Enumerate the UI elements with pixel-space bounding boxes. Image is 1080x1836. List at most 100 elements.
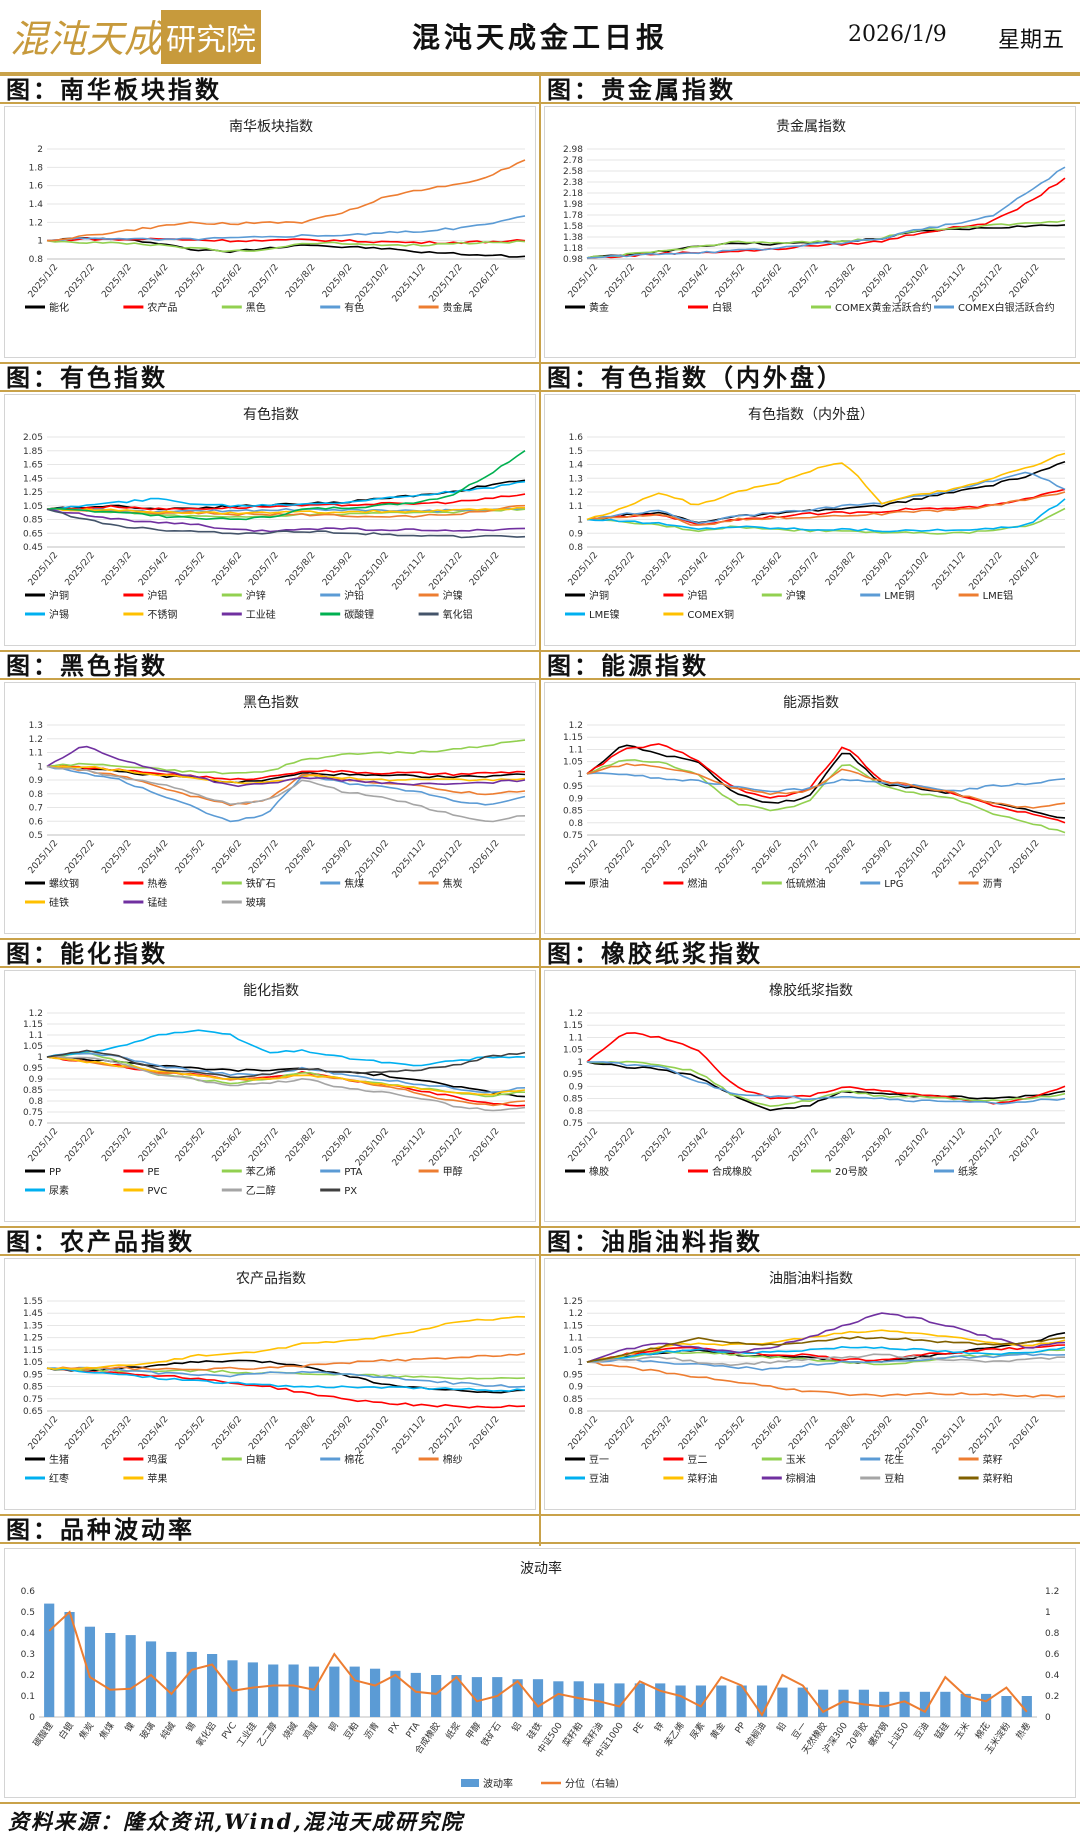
line-chart: 能源指数 0.75 0.8 0.85 0.9 0.95 1 1.05 1.1 1.15 1.2 202… xyxy=(563,695,1066,890)
legend-label: PP xyxy=(49,1167,61,1178)
y-tick-label: 0.5 xyxy=(21,1608,35,1618)
x-tick-label: 2025/4/2 xyxy=(677,263,711,300)
series-line xyxy=(46,765,526,823)
y-tick-label: 1.45 xyxy=(23,474,43,484)
series-line xyxy=(586,1329,1066,1363)
y-tick-label: 0.9 xyxy=(569,794,584,804)
series-line xyxy=(46,506,526,515)
x-tick-label: 2025/12/2 xyxy=(427,263,464,305)
legend-label: 铁矿石 xyxy=(246,877,276,890)
series-line xyxy=(586,772,1066,793)
x-tick-label: 2025/10/2 xyxy=(894,1127,931,1169)
y-tick-label: 1.8 xyxy=(29,163,44,173)
y-tick-label: 1.2 xyxy=(569,721,583,731)
y-tick-label: 0.5 xyxy=(29,831,43,841)
series-line xyxy=(586,1353,1066,1371)
section-header: 图：南华板块指数 xyxy=(0,74,539,104)
y-tick-label: 0.1 xyxy=(21,1692,35,1702)
y-tick-label: 0.65 xyxy=(23,529,43,539)
y-tick-label: 1 xyxy=(577,1058,583,1068)
category-label: 苯乙烯 xyxy=(662,1720,687,1749)
x-tick-label: 2026/1/2 xyxy=(1008,263,1042,300)
chart-title: 油脂油料指数 xyxy=(769,1271,853,1287)
x-tick-label: 2025/4/2 xyxy=(677,839,711,876)
volatility-bar xyxy=(858,1689,869,1717)
y2-tick-label: 0.8 xyxy=(1045,1629,1060,1639)
legend-label: 玻璃 xyxy=(246,896,266,909)
category-label: 甲醇 xyxy=(463,1720,483,1742)
x-tick-label: 2025/12/2 xyxy=(427,1127,464,1169)
x-tick-label: 2025/5/2 xyxy=(714,551,748,588)
volatility-bar xyxy=(84,1626,96,1717)
volatility-bar xyxy=(980,1693,992,1717)
legend-label: 低硫燃油 xyxy=(786,877,826,890)
series-line xyxy=(46,450,526,521)
y-tick-label: 0.85 xyxy=(23,1086,43,1096)
x-tick-label: 2025/1/2 xyxy=(27,263,61,300)
logo-text: 混沌天成 xyxy=(10,17,167,61)
category-label: PE xyxy=(632,1721,647,1736)
y2-tick-label: 1.2 xyxy=(1045,1587,1059,1597)
y-tick-label: 1.2 xyxy=(569,1009,583,1019)
line-chart-panel: 橡胶纸浆指数 0.75 0.8 0.85 0.9 0.95 1 1.05 1.1 1.15 1.2 2… xyxy=(544,970,1076,1222)
series-line xyxy=(586,1061,1066,1105)
y-tick-label: 0.85 xyxy=(23,516,43,526)
volatility-bar xyxy=(145,1641,157,1717)
x-tick-label: 2025/12/2 xyxy=(967,839,1004,881)
x-tick-label: 2026/1/2 xyxy=(468,1127,502,1164)
series-line xyxy=(586,461,1066,524)
report-weekday: 星期五 xyxy=(998,28,1065,53)
y-tick-label: 0.75 xyxy=(23,1395,43,1405)
y-tick-label: 1.15 xyxy=(23,1020,43,1030)
y-tick-label: 0.85 xyxy=(23,1383,43,1393)
x-tick-label: 2025/11/2 xyxy=(931,1415,968,1457)
y-tick-label: 2.58 xyxy=(563,167,583,177)
volatility-bar xyxy=(838,1689,849,1717)
legend-label: 鸡蛋 xyxy=(147,1453,167,1466)
y-tick-label: 1.58 xyxy=(563,222,583,232)
x-tick-label: 2025/7/2 xyxy=(787,551,821,588)
brand-logo: 混沌天成 研究院 xyxy=(10,10,261,64)
x-tick-label: 2025/3/2 xyxy=(640,263,674,300)
y2-tick-label: 0.4 xyxy=(1045,1671,1060,1681)
y-tick-label: 0.8 xyxy=(569,1107,584,1117)
section-title: 图：品种波动率 xyxy=(6,1515,195,1544)
category-label: 乙二醇 xyxy=(254,1720,279,1749)
volatility-bar xyxy=(594,1683,605,1717)
x-tick-label: 2025/8/2 xyxy=(284,839,318,876)
x-tick-label: 2026/1/2 xyxy=(468,1415,502,1452)
x-tick-label: 2025/12/2 xyxy=(967,263,1004,305)
y-tick-label: 1 xyxy=(577,770,583,780)
legend-label: 甲醇 xyxy=(443,1165,463,1178)
section-title: 图：能化指数 xyxy=(6,939,168,968)
category-label: 烧碱 xyxy=(280,1720,300,1742)
legend-label: LME铜 xyxy=(884,590,915,602)
y-tick-label: 0.98 xyxy=(563,255,583,265)
x-tick-label: 2025/6/2 xyxy=(751,1127,785,1164)
x-tick-label: 2025/12/2 xyxy=(967,551,1004,593)
category-label: 热卷 xyxy=(1013,1720,1033,1742)
x-tick-label: 2025/1/2 xyxy=(567,839,601,876)
volatility-bar xyxy=(899,1691,910,1717)
y-tick-label: 1.35 xyxy=(23,1321,43,1331)
legend-label: 豆二 xyxy=(687,1454,707,1466)
y-tick-label: 1.2 xyxy=(569,1309,583,1319)
legend-label: 白银 xyxy=(712,301,732,314)
x-tick-label: 2025/12/2 xyxy=(427,1415,464,1457)
x-tick-label: 2025/3/2 xyxy=(100,1127,134,1164)
x-tick-label: 2025/7/2 xyxy=(247,1127,281,1164)
section-header: 图：品种波动率 xyxy=(0,1514,1080,1544)
category-label: 纸浆 xyxy=(443,1720,463,1742)
series-line xyxy=(46,215,526,242)
y-tick-label: 0.75 xyxy=(23,1108,43,1118)
y2-tick-label: 1 xyxy=(1045,1608,1051,1618)
y-tick-label: 0.95 xyxy=(563,1370,583,1380)
x-tick-label: 2025/9/2 xyxy=(861,1415,895,1452)
category-label: 氧化铝 xyxy=(193,1720,218,1749)
y-tick-label: 2.98 xyxy=(563,145,583,155)
y-tick-label: 0.9 xyxy=(29,1075,44,1085)
y-tick-label: 1.6 xyxy=(569,433,584,443)
line-chart: 油脂油料指数 0.8 0.85 0.9 0.95 1 1.05 1.1 1.15 1.2 1.25 2… xyxy=(563,1271,1066,1485)
y-tick-label: 1.05 xyxy=(23,1358,43,1368)
section-header: 图：能源指数 xyxy=(541,650,1080,680)
